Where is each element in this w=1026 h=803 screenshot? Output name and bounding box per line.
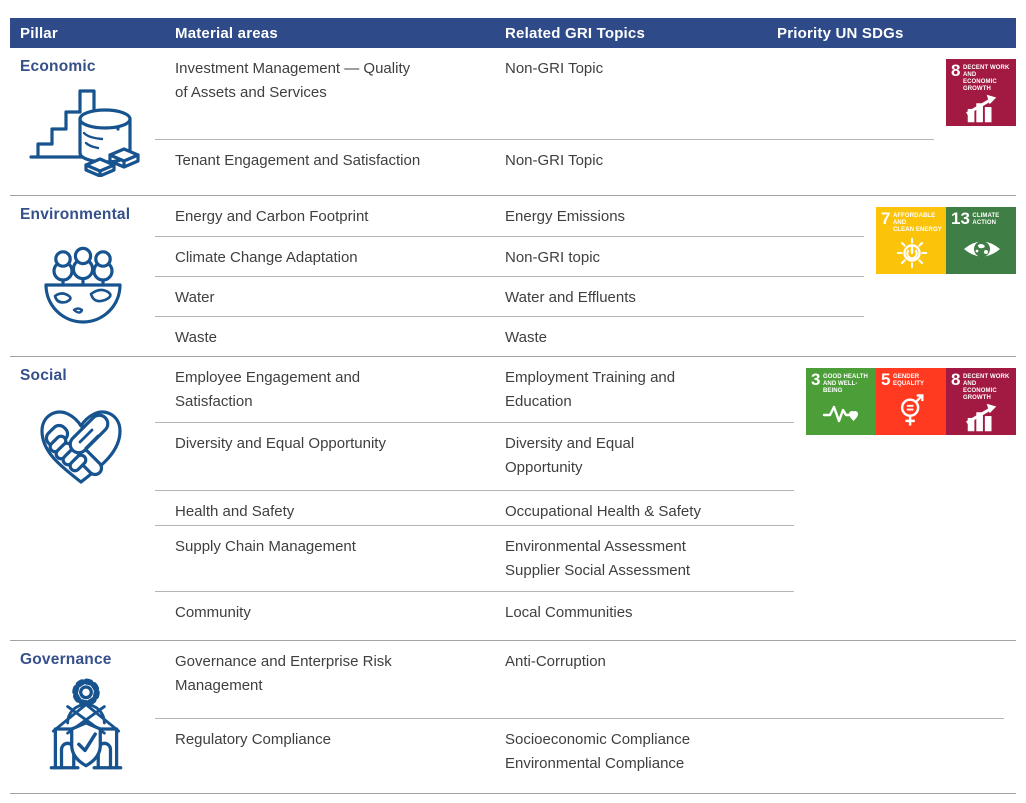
sdg-title: GOOD HEALTH AND WELL-BEING [822, 374, 868, 394]
material-area-cell: Diversity and Equal Opportunity [175, 435, 386, 452]
sdg-number: 5 [881, 370, 891, 389]
pillar-cell-economic: Economic [10, 48, 175, 195]
material-area-cell: Employee Engagement and Satisfaction [175, 369, 361, 410]
gri-topic-cell: Environmental Assessment Supplier Social… [505, 538, 691, 579]
sdg-number: 7 [881, 209, 891, 228]
sdg-cell-social: 3 GOOD HEALTH AND WELL-BEING 5 GENDER EQ… [806, 357, 1016, 640]
sdg-tile-7: 7 AFFORDABLE AND CLEAN ENERGY [876, 207, 946, 274]
sdg-title: DECENT WORK AND ECONOMIC GROWTH [962, 374, 1010, 401]
section-environmental: Environmental Energy and Carbon Footprin… [10, 196, 1016, 357]
gender-equality-icon [900, 393, 924, 426]
table-row: Supply Chain Management Environmental As… [155, 525, 794, 591]
gri-topic-cell: Waste [505, 329, 547, 346]
material-area-cell: Regulatory Compliance [175, 731, 331, 748]
table-row: Energy and Carbon Footprint Energy Emiss… [155, 196, 864, 236]
sdg-number: 13 [951, 209, 970, 228]
material-area-cell: Waste [175, 329, 217, 346]
handshake-heart-icon [40, 410, 122, 484]
table-row: Waste Waste [155, 316, 864, 356]
growth-chart-arrow-icon [966, 94, 997, 123]
table-row: Tenant Engagement and Satisfaction Non-G… [155, 139, 934, 195]
table-row: Climate Change Adaptation Non-GRI topic [155, 236, 864, 276]
material-area-cell: Health and Safety [175, 503, 295, 520]
section-social: Social Employee Engagement and Satisfact… [10, 357, 1016, 641]
column-header-un-sdgs: Priority UN SDGs [777, 24, 904, 42]
gri-topic-cell: Water and Effluents [505, 289, 636, 306]
bar-chart-coins-icon [29, 89, 140, 177]
pillar-name: Social [20, 367, 67, 384]
rows-governance: Governance and Enterprise Risk Managemen… [155, 641, 1004, 793]
sdg-tile-8: 8 DECENT WORK AND ECONOMIC GROWTH [946, 368, 1016, 435]
table-row: Health and Safety Occupational Health & … [155, 490, 794, 525]
sdg-title: GENDER EQUALITY [892, 374, 925, 387]
gri-topic-cell: Employment Training and Education [505, 369, 676, 410]
section-economic: Economic Investment Management — Quality [10, 48, 1016, 196]
trees-globe-icon [44, 246, 122, 324]
sdg-cell-economic: 8 DECENT WORK AND ECONOMIC GROWTH [946, 48, 1016, 195]
material-area-cell: Energy and Carbon Footprint [175, 208, 369, 225]
pillar-name: Economic [20, 58, 96, 75]
material-area-cell: Community [175, 604, 251, 621]
sun-power-icon [896, 237, 928, 268]
sdg-title: DECENT WORK AND ECONOMIC GROWTH [962, 65, 1010, 92]
table-row: Regulatory Compliance Socioeconomic Comp… [155, 718, 1004, 793]
material-area-cell: Governance and Enterprise Risk Managemen… [175, 653, 392, 694]
column-header-gri-topics: Related GRI Topics [505, 24, 646, 42]
table-row: Investment Management — Quality of Asset… [155, 48, 934, 139]
rows-environmental: Energy and Carbon Footprint Energy Emiss… [155, 196, 864, 356]
gri-topic-cell: Diversity and Equal Opportunity [505, 435, 635, 476]
column-header-pillar: Pillar [20, 24, 58, 42]
table-header: Pillar Material areas Related GRI Topics… [10, 18, 1016, 48]
material-area-cell: Climate Change Adaptation [175, 249, 358, 266]
column-header-material-areas: Material areas [175, 24, 278, 42]
sdg-number: 8 [951, 61, 961, 80]
sdg-tile-5: 5 GENDER EQUALITY [876, 368, 946, 435]
sdg-tile-13: 13 CLIMATE ACTION [946, 207, 1016, 274]
table-row: Water Water and Effluents [155, 276, 864, 316]
sdg-number: 8 [951, 370, 961, 389]
material-area-cell: Investment Management — Quality of Asset… [175, 60, 411, 101]
pillar-name: Environmental [20, 206, 131, 223]
gri-topic-cell: Non-GRI Topic [505, 152, 604, 169]
building-gear-shield-icon [49, 678, 123, 770]
sdg-title: CLIMATE ACTION [972, 213, 1000, 226]
pillar-cell-governance: Governance [10, 641, 175, 793]
table-row: Diversity and Equal Opportunity Diversit… [155, 422, 794, 490]
pillar-cell-social: Social [10, 357, 175, 640]
pillar-cell-environmental: Environmental [10, 196, 175, 356]
gri-topic-cell: Non-GRI topic [505, 249, 601, 266]
table-row: Employee Engagement and Satisfaction Emp… [155, 357, 794, 422]
section-governance: Governance Governance and Enterprise Ris… [10, 641, 1016, 794]
gri-topic-cell: Socioeconomic Compliance Environmental C… [505, 731, 691, 772]
sdg-title: AFFORDABLE AND CLEAN ENERGY [892, 213, 942, 233]
rows-social: Employee Engagement and Satisfaction Emp… [155, 357, 794, 640]
gri-topic-cell: Local Communities [505, 604, 633, 621]
material-area-cell: Supply Chain Management [175, 538, 356, 555]
gri-topic-cell: Energy Emissions [505, 208, 626, 225]
gri-topic-cell: Occupational Health & Safety [505, 503, 701, 520]
table-row: Governance and Enterprise Risk Managemen… [155, 641, 1004, 718]
gri-topic-cell: Anti-Corruption [505, 653, 606, 670]
growth-chart-arrow-icon [966, 403, 997, 432]
pillar-name: Governance [20, 651, 112, 668]
sdg-tile-8: 8 DECENT WORK AND ECONOMIC GROWTH [946, 59, 1016, 126]
gri-topic-cell: Non-GRI Topic [505, 60, 604, 77]
material-area-cell: Tenant Engagement and Satisfaction [175, 152, 421, 169]
sdg-number: 3 [811, 370, 821, 389]
material-area-cell: Water [175, 289, 215, 306]
heartbeat-heart-icon [822, 405, 858, 422]
eye-globe-icon [964, 241, 1000, 257]
rows-economic: Investment Management — Quality of Asset… [155, 48, 934, 195]
sdg-tile-3: 3 GOOD HEALTH AND WELL-BEING [806, 368, 876, 435]
sdg-cell-environmental: 7 AFFORDABLE AND CLEAN ENERGY 13 CLIMATE… [876, 196, 1016, 356]
table-row: Community Local Communities [155, 591, 794, 640]
